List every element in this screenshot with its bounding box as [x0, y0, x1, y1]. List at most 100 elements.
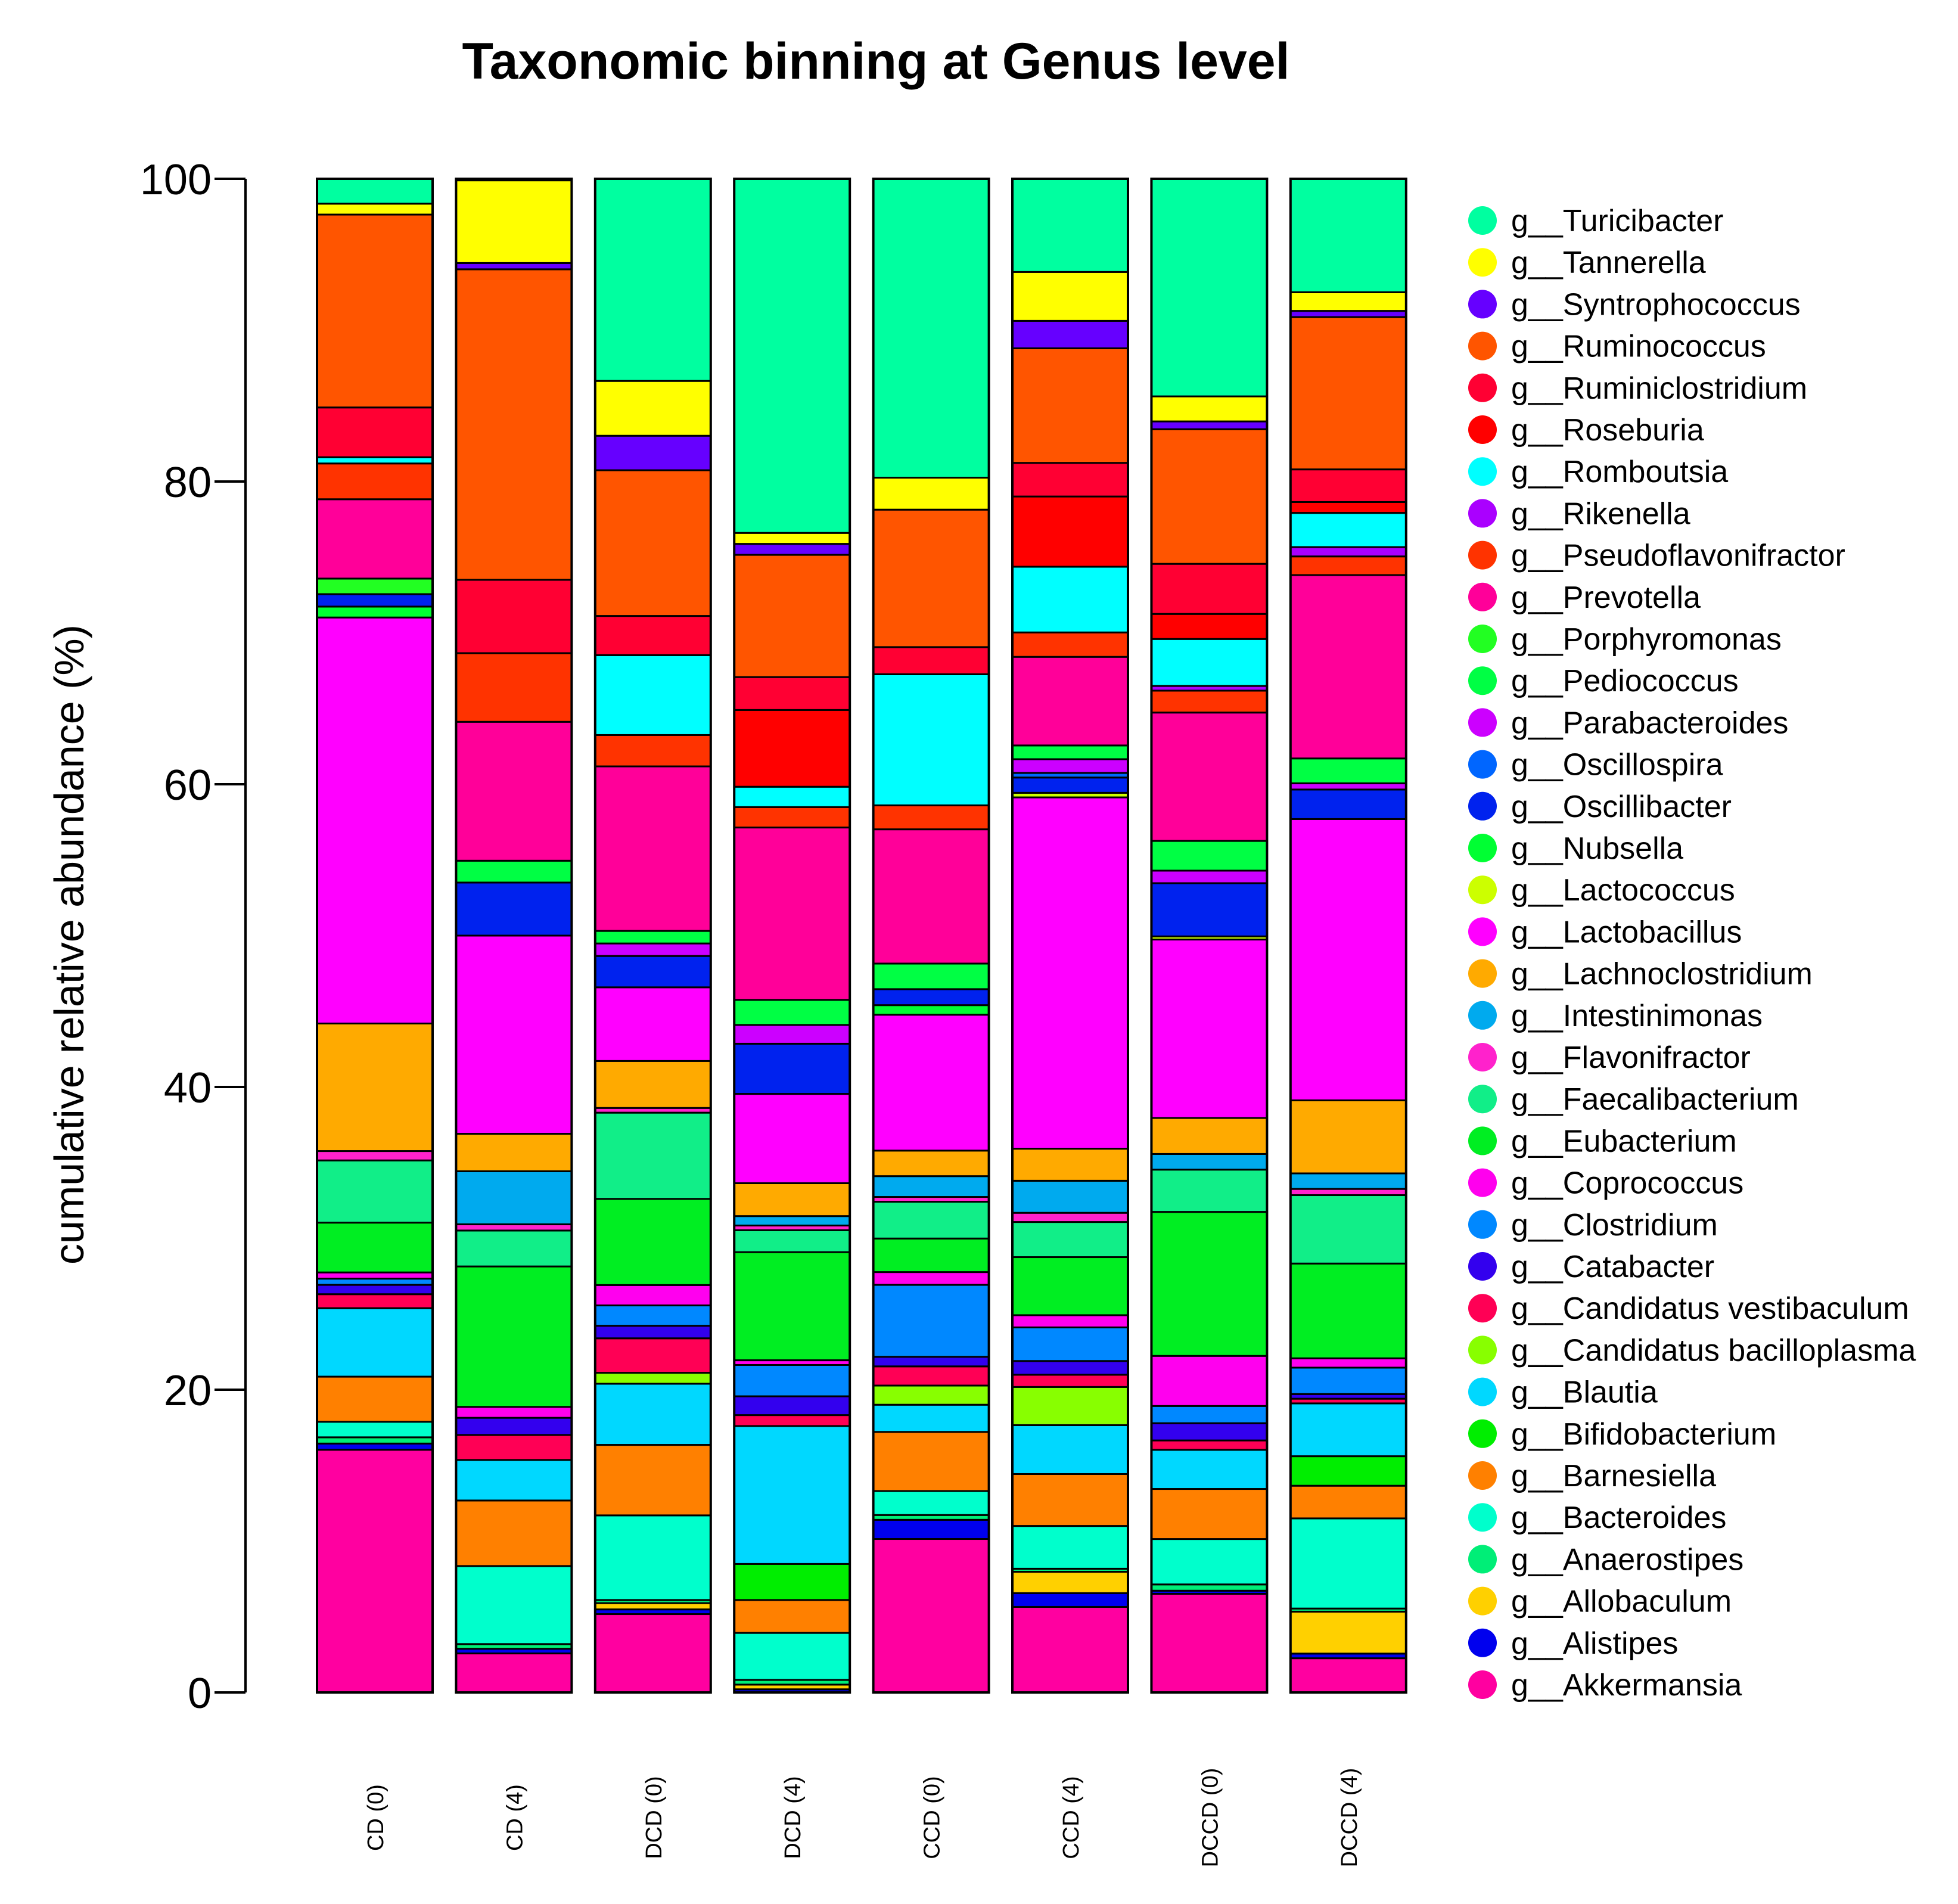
- legend-label: g__Eubacterium: [1511, 1124, 1737, 1158]
- bar-segment: [1011, 1179, 1129, 1214]
- legend-item: g__Intestinimonas: [1468, 999, 1763, 1033]
- legend-swatch: [1468, 1043, 1497, 1071]
- bar-segment: [1011, 631, 1129, 658]
- legend-swatch: [1468, 834, 1497, 862]
- legend-swatch: [1468, 1586, 1497, 1616]
- legend-label: g__Bifidobacterium: [1511, 1417, 1776, 1452]
- legend-item: g__Parabacteroides: [1468, 706, 1788, 740]
- bar-segment: [733, 554, 851, 678]
- bar-segment: [872, 1490, 990, 1516]
- bar-segment: [455, 934, 573, 1135]
- bar-outline: [455, 178, 573, 1694]
- bar-segment: [872, 1271, 990, 1286]
- bar-segment: [594, 1111, 712, 1200]
- bar-segment: [1150, 638, 1268, 687]
- bar-segment: [1011, 1148, 1129, 1182]
- bar-segment: [1011, 1592, 1129, 1608]
- bar-segment: [1289, 757, 1407, 784]
- bar-segment: [1150, 178, 1268, 397]
- legend-item: g__Lachnoclostridium: [1468, 957, 1813, 992]
- bar-segment: [1150, 939, 1268, 1119]
- bar-segment: [1289, 1455, 1407, 1487]
- bar-segment: [1289, 316, 1407, 471]
- chart-title: Taxonomic binning at Genus level: [462, 33, 1290, 90]
- legend-swatch: [1468, 206, 1497, 235]
- legend-label: g__Tannerella: [1511, 246, 1706, 280]
- legend-item: g__Turicibacter: [1468, 204, 1723, 238]
- legend-label: g__Porphyromonas: [1511, 622, 1782, 657]
- legend-swatch: [1468, 917, 1497, 946]
- bar-segment: [733, 806, 851, 829]
- bar-segment: [1289, 291, 1407, 312]
- bar-segment: [455, 579, 573, 654]
- bar-segment: [1150, 420, 1268, 430]
- bar-segment: [1289, 546, 1407, 558]
- bar-segment: [594, 765, 712, 932]
- bar-segment: [455, 1265, 573, 1408]
- legend-item: g__Allobaculum: [1468, 1585, 1732, 1619]
- legend-item: g__Lactococcus: [1468, 873, 1735, 908]
- bar-segment: [1289, 782, 1407, 791]
- legend-item: g__Alistipes: [1468, 1626, 1678, 1661]
- x-tick-label: DCD (0): [642, 1776, 667, 1859]
- x-tick-label: CD (0): [363, 1784, 389, 1851]
- bar-segment: [594, 1325, 712, 1340]
- legend-label: g__Blautia: [1511, 1375, 1658, 1410]
- legend-swatch: [1468, 1126, 1497, 1156]
- legend-item: g__Lactobacillus: [1468, 915, 1742, 949]
- legend-item: g__Bifidobacterium: [1468, 1417, 1776, 1452]
- bar-segment: [594, 942, 712, 957]
- bar-segment: [1289, 1262, 1407, 1359]
- bar-segment: [594, 1284, 712, 1307]
- legend-swatch: [1468, 1294, 1497, 1323]
- bar-segment: [594, 930, 712, 945]
- bar-segment: [1011, 1424, 1129, 1475]
- y-tick-label: 40: [164, 1064, 212, 1112]
- bar-segment: [316, 577, 434, 595]
- bar-segment: [733, 1215, 851, 1226]
- legend-swatch: [1468, 1001, 1497, 1030]
- bar-segment: [316, 1278, 434, 1286]
- bar-segment: [1289, 468, 1407, 503]
- legend-label: g__Anaerostipes: [1511, 1542, 1743, 1577]
- legend-label: g__Pseudoflavonifractor: [1511, 539, 1845, 573]
- bar-stack: [593, 178, 712, 1694]
- bar-segment: [1150, 1488, 1268, 1540]
- bar-segment: [872, 1237, 990, 1274]
- bar-segment: [1011, 1386, 1129, 1426]
- bar-segment: [316, 498, 434, 580]
- bar-segment: [594, 955, 712, 989]
- legend-swatch: [1468, 1085, 1497, 1114]
- legend-label: g__Pediococcus: [1511, 664, 1739, 698]
- legend-swatch: [1468, 708, 1497, 737]
- bar-segment: [1150, 1405, 1268, 1424]
- bar-segment: [733, 1251, 851, 1362]
- legend-label: g__Lactobacillus: [1511, 915, 1742, 949]
- bar-segment: [733, 1414, 851, 1427]
- bar-segment: [316, 1271, 434, 1280]
- legend-label: g__Prevotella: [1511, 580, 1701, 615]
- bar-segment: [872, 828, 990, 965]
- bar-segment: [1011, 1473, 1129, 1527]
- legend-label: g__Candidatus vestibaculum: [1511, 1291, 1909, 1326]
- legend-swatch: [1468, 1252, 1497, 1281]
- legend-label: g__Romboutsia: [1511, 455, 1728, 489]
- legend-swatch: [1468, 248, 1497, 277]
- legend-swatch: [1468, 750, 1497, 779]
- bar-segment: [316, 462, 434, 501]
- bar-segment: [733, 543, 851, 556]
- bar-segment: [455, 179, 573, 264]
- bar-segment: [316, 1293, 434, 1309]
- legend-item: g__Oscillibacter: [1468, 790, 1732, 824]
- legend-label: g__Nubsella: [1511, 831, 1683, 866]
- bar-segment: [594, 1304, 712, 1327]
- legend-item: g__Porphyromonas: [1468, 622, 1782, 657]
- bar-segment: [1011, 1256, 1129, 1316]
- bar-stack: [1150, 178, 1269, 1694]
- bar-segment: [1289, 512, 1407, 548]
- bar-segment: [872, 1365, 990, 1387]
- x-tick-label: DCCD (0): [1198, 1768, 1223, 1868]
- bar-segment: [733, 178, 851, 534]
- bar-segment: [455, 1653, 573, 1694]
- bar-segment: [455, 652, 573, 723]
